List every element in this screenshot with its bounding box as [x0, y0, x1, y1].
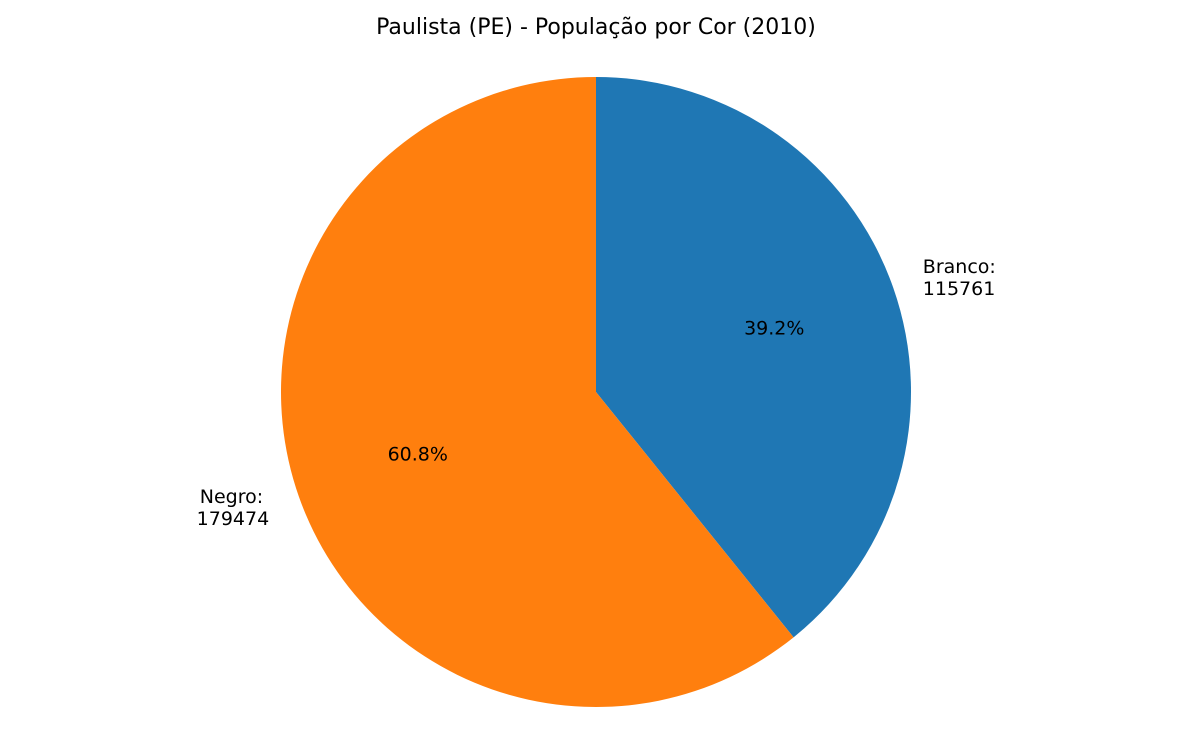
pie-slice-branco	[596, 77, 911, 638]
pie-slice-negro	[280, 77, 794, 707]
slice-label-branco: Branco: 115761	[923, 256, 1002, 300]
slice-label-branco-name: Branco:	[923, 256, 996, 278]
slice-percent-negro: 60.8%	[388, 443, 448, 465]
slice-label-negro-name: Negro:	[200, 486, 263, 508]
slice-label-negro-value: 179474	[197, 508, 270, 530]
slice-percent-branco: 39.2%	[744, 318, 804, 340]
chart-title: Paulista (PE) - População por Cor (2010)	[376, 15, 816, 40]
slice-label-branco-value: 115761	[923, 278, 996, 300]
slice-label-negro: Negro: 179474	[197, 486, 270, 530]
